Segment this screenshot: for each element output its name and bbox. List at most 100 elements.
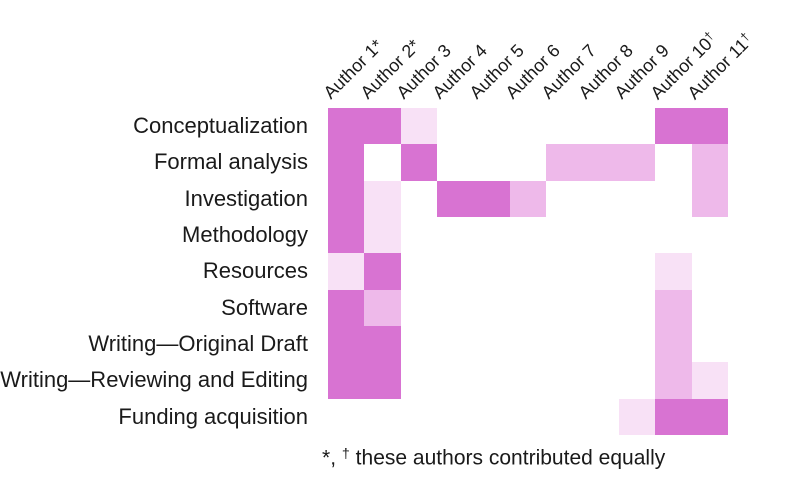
- cell-r7-c3: [437, 362, 474, 399]
- cell-r1-c0: [328, 144, 365, 181]
- cell-r5-c3: [437, 289, 474, 326]
- cell-r0-c9: [655, 108, 692, 145]
- cell-r4-c9: [655, 253, 692, 290]
- row-label: Methodology: [182, 221, 308, 247]
- cell-r4-c1: [364, 253, 401, 290]
- cell-r7-c6: [546, 362, 583, 399]
- cell-r6-c10: [691, 325, 728, 363]
- cell-r6-c8: [618, 325, 656, 363]
- cell-r5-c10: [691, 289, 728, 326]
- cell-r3-c4: [473, 216, 510, 254]
- cell-r2-c8: [618, 180, 656, 217]
- cell-r5-c6: [546, 289, 583, 326]
- cell-r3-c3: [437, 216, 474, 254]
- cell-r6-c4: [473, 325, 510, 363]
- cell-r6-c3: [437, 325, 474, 363]
- cell-r2-c4: [473, 180, 510, 217]
- cell-r5-c2: [400, 289, 438, 326]
- cell-r7-c8: [618, 362, 656, 399]
- cell-r8-c1: [364, 398, 401, 435]
- cell-r4-c4: [473, 253, 510, 290]
- cell-r8-c2: [400, 398, 438, 435]
- cell-r8-c10: [691, 398, 728, 435]
- cell-r3-c6: [546, 216, 583, 254]
- dagger-icon: †: [737, 29, 753, 44]
- cell-r2-c2: [400, 180, 438, 217]
- cell-r4-c3: [437, 253, 474, 290]
- cell-r6-c2: [400, 325, 438, 363]
- cell-r8-c8: [618, 398, 656, 435]
- cell-r0-c10: [691, 108, 728, 145]
- cell-r6-c9: [655, 325, 692, 363]
- cell-r5-c7: [582, 289, 619, 326]
- cell-r0-c1: [364, 108, 401, 145]
- cell-r8-c6: [546, 398, 583, 435]
- cell-r5-c4: [473, 289, 510, 326]
- cell-r1-c5: [509, 144, 547, 181]
- cell-r8-c7: [582, 398, 619, 435]
- cell-r4-c5: [509, 253, 547, 290]
- row-label: Writing—Reviewing and Editing: [0, 367, 308, 393]
- cell-r1-c8: [618, 144, 656, 181]
- cell-r7-c9: [655, 362, 692, 399]
- cell-r4-c0: [328, 253, 365, 290]
- cell-r0-c7: [582, 108, 619, 145]
- cell-r5-c0: [328, 289, 365, 326]
- cell-r3-c8: [618, 216, 656, 254]
- cell-r7-c5: [509, 362, 547, 399]
- row-label: Resources: [202, 258, 308, 284]
- dagger-icon: †: [701, 28, 717, 43]
- cell-r7-c0: [328, 362, 365, 399]
- cell-r1-c2: [400, 144, 438, 181]
- cell-r3-c10: [691, 216, 728, 254]
- cell-r3-c0: [328, 216, 365, 254]
- cell-r2-c3: [437, 180, 474, 217]
- cell-r1-c4: [473, 144, 510, 181]
- cell-r5-c1: [364, 289, 401, 326]
- cell-r2-c9: [655, 180, 692, 217]
- cell-r8-c0: [328, 398, 365, 435]
- cell-r3-c7: [582, 216, 619, 254]
- cell-r0-c8: [618, 108, 656, 145]
- cell-r7-c7: [582, 362, 619, 399]
- cell-r4-c2: [400, 253, 438, 290]
- cell-r5-c9: [655, 289, 692, 326]
- cell-r3-c2: [400, 216, 438, 254]
- cell-r6-c7: [582, 325, 619, 363]
- cell-r5-c8: [618, 289, 656, 326]
- cell-r4-c8: [618, 253, 656, 290]
- row-label: Writing—Original Draft: [88, 330, 308, 356]
- cell-r6-c6: [546, 325, 583, 363]
- cell-r1-c1: [364, 144, 401, 181]
- cell-r1-c3: [437, 144, 474, 181]
- cell-r0-c5: [509, 108, 547, 145]
- cell-r1-c10: [691, 144, 728, 181]
- cell-r0-c0: [328, 108, 365, 145]
- cell-r6-c5: [509, 325, 547, 363]
- row-label: Investigation: [184, 185, 308, 211]
- cell-r7-c4: [473, 362, 510, 399]
- row-label: Funding acquisition: [118, 403, 308, 429]
- cell-r1-c6: [546, 144, 583, 181]
- cell-r1-c7: [582, 144, 619, 181]
- cell-r7-c2: [400, 362, 438, 399]
- cell-r8-c5: [509, 398, 547, 435]
- cell-r2-c1: [364, 180, 401, 217]
- figure-caption: *, † these authors contributed equally: [322, 446, 666, 470]
- cell-r0-c3: [437, 108, 474, 145]
- heatmap-grid: [328, 108, 728, 435]
- cell-r8-c3: [437, 398, 474, 435]
- cell-r0-c4: [473, 108, 510, 145]
- cell-r5-c5: [509, 289, 547, 326]
- cell-r0-c6: [546, 108, 583, 145]
- cell-r1-c9: [655, 144, 692, 181]
- cell-r7-c1: [364, 362, 401, 399]
- cell-r2-c10: [691, 180, 728, 217]
- row-labels: Conceptualization Formal analysis Investig…: [0, 108, 322, 435]
- cell-r2-c0: [328, 180, 365, 217]
- cell-r6-c1: [364, 325, 401, 363]
- dagger-icon: †: [341, 446, 350, 462]
- cell-r4-c6: [546, 253, 583, 290]
- cell-r2-c6: [546, 180, 583, 217]
- cell-r7-c10: [691, 362, 728, 399]
